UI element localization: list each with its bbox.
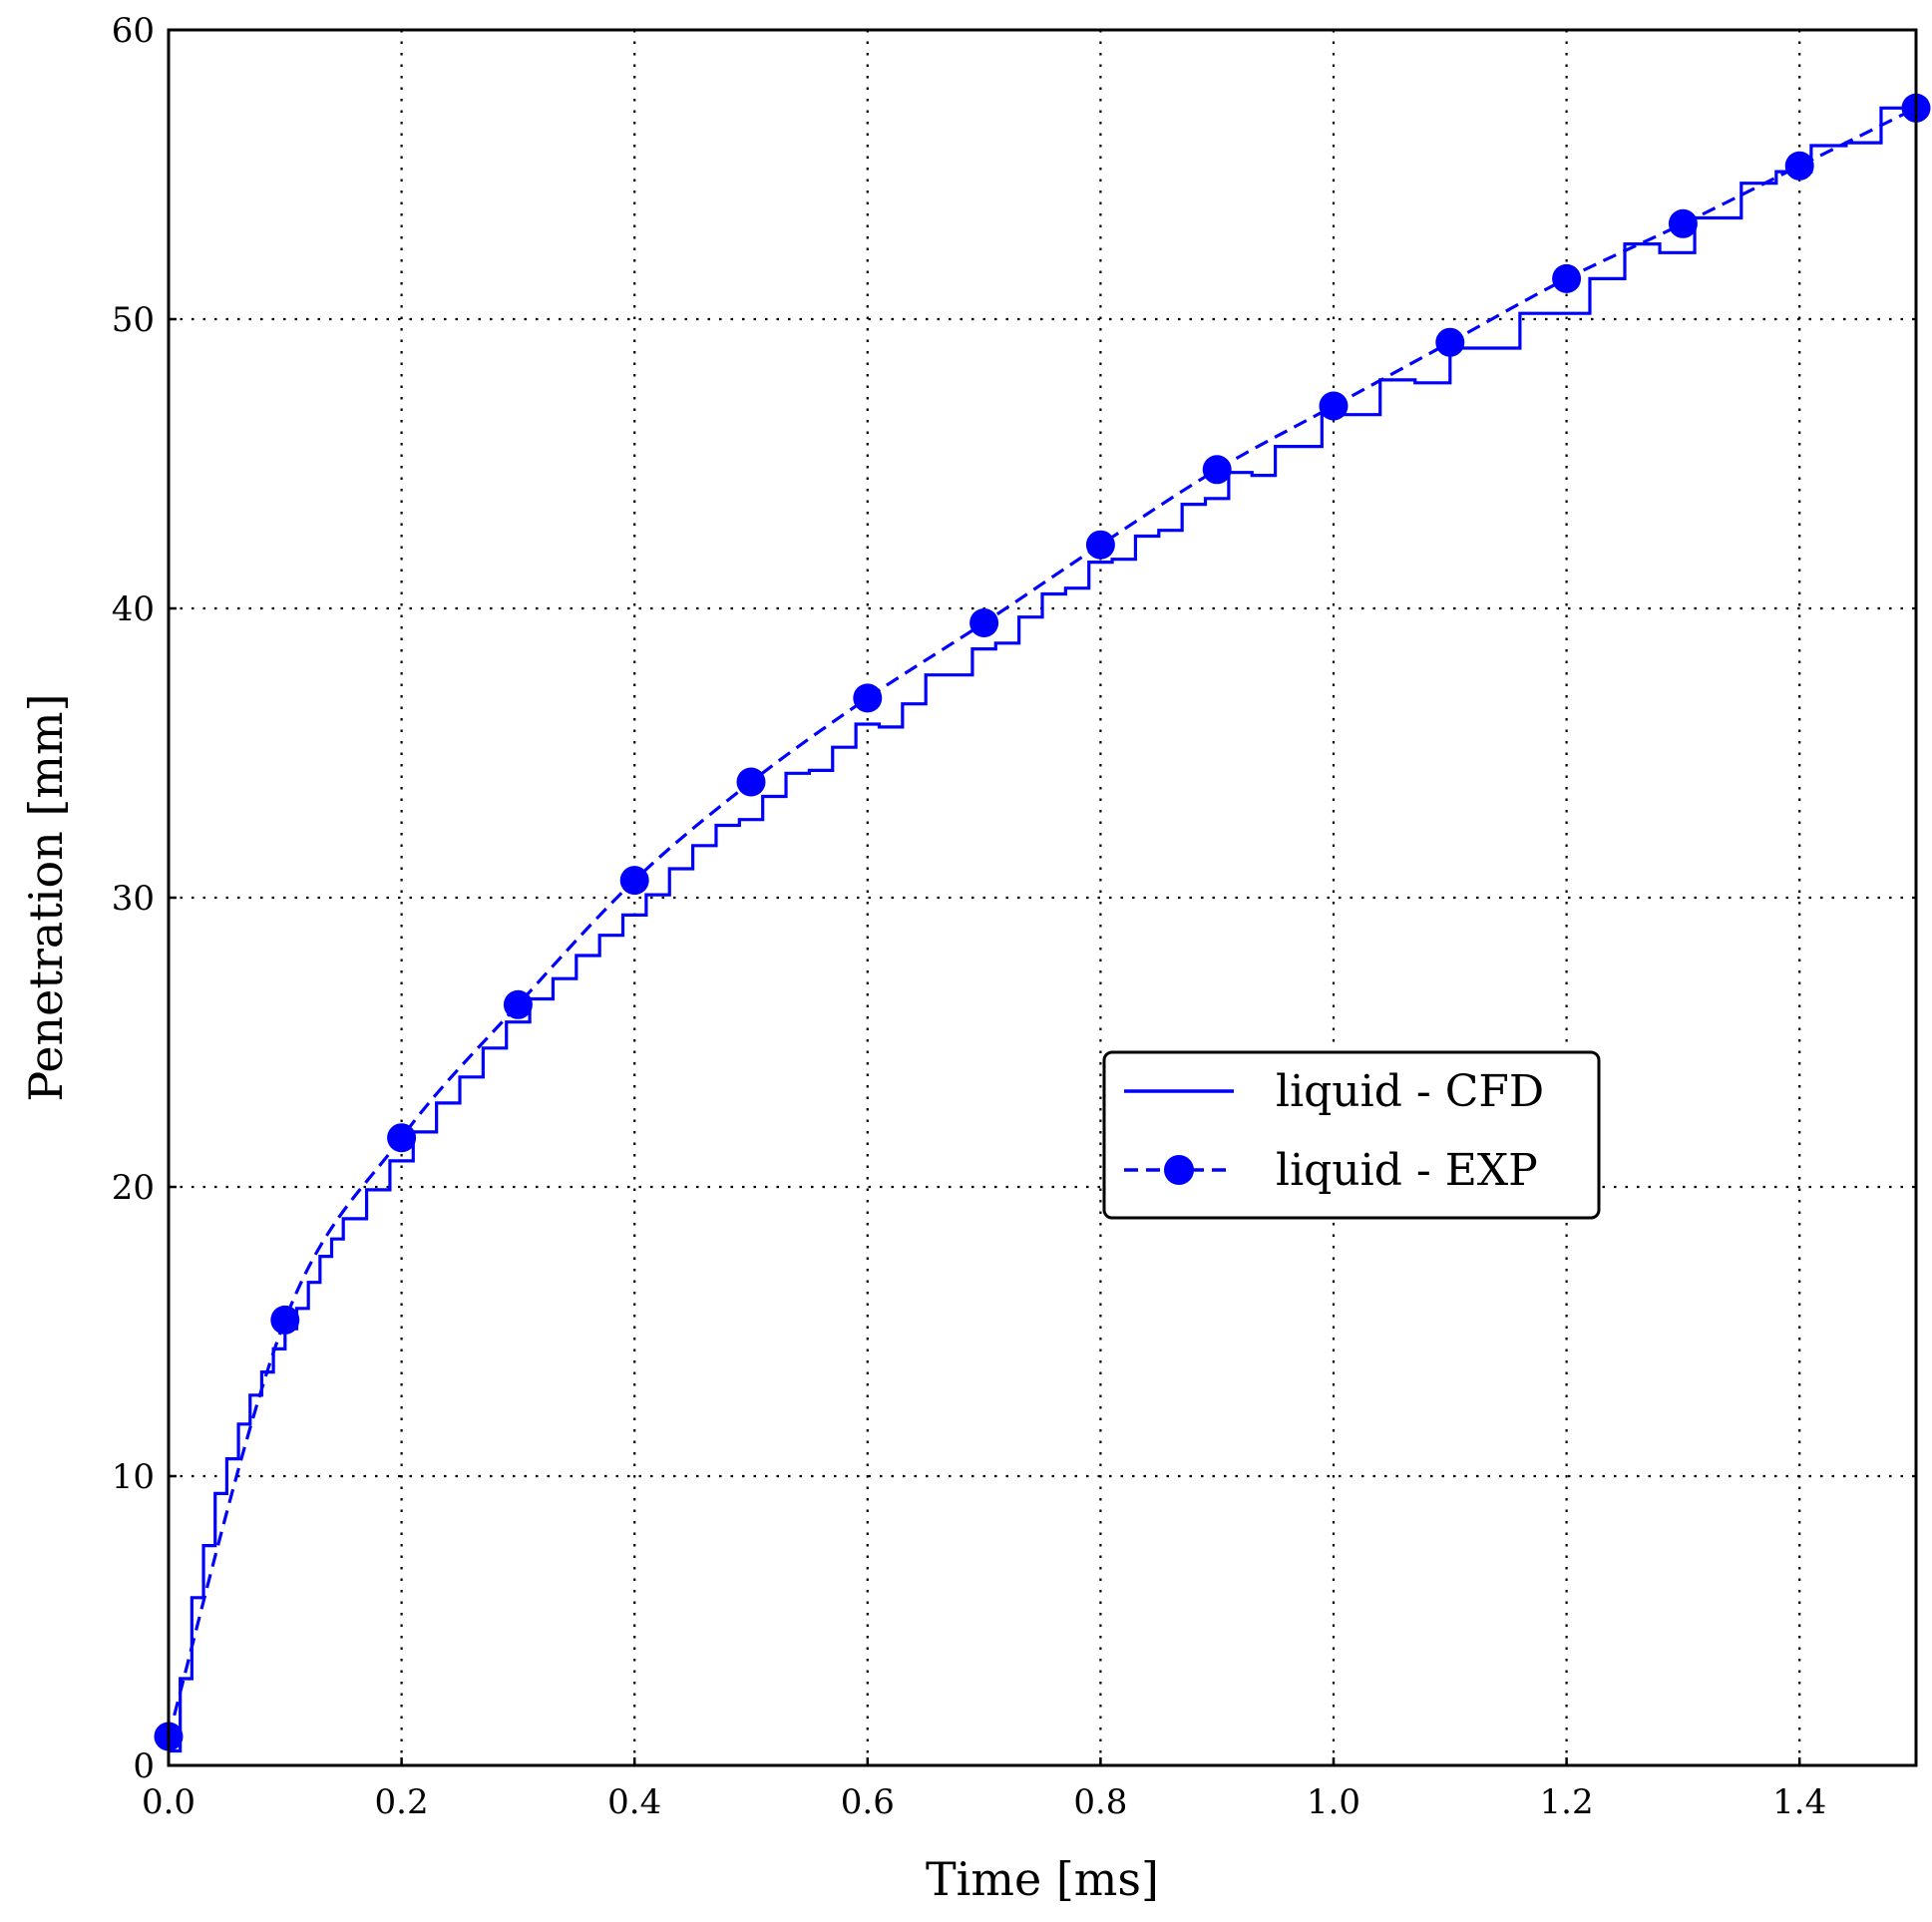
legend-box <box>1102 1050 1601 1220</box>
y-tick-label: 0 <box>133 1746 155 1786</box>
data-point-exp <box>1085 530 1115 560</box>
data-point-exp <box>387 1123 417 1153</box>
data-point-exp <box>1668 208 1698 238</box>
plot-area <box>154 93 1931 1753</box>
data-point-exp <box>1202 455 1232 485</box>
x-tick-label: 1.4 <box>1772 1782 1826 1822</box>
data-point-exp <box>619 866 649 896</box>
legend-label-cfd: liquid - CFD <box>1276 1066 1544 1117</box>
x-tick-label: 0.6 <box>841 1782 895 1822</box>
data-point-exp <box>969 608 999 637</box>
legend-label-exp: liquid - EXP <box>1276 1145 1538 1196</box>
axis-ticks: 0.0 0.2 0.4 0.6 0.8 1.0 1.2 1.4 0 10 20 30 40 50 60 <box>112 11 1827 1822</box>
data-point-exp <box>1435 327 1465 357</box>
data-point-exp <box>503 989 533 1019</box>
legend-marker-exp <box>1164 1155 1194 1185</box>
y-tick-label: 10 <box>112 1457 155 1497</box>
data-point-exp <box>736 767 766 797</box>
data-point-exp <box>1552 263 1582 293</box>
x-axis-title: Time [ms] <box>926 1852 1159 1906</box>
y-tick-label: 30 <box>112 879 155 919</box>
y-tick-label: 40 <box>112 589 155 629</box>
x-tick-label: 0.8 <box>1073 1782 1127 1822</box>
y-axis-title: Penetration [mm] <box>19 693 73 1101</box>
x-tick-label: 0.0 <box>142 1782 195 1822</box>
y-tick-label: 60 <box>112 11 155 51</box>
series-line-cfd <box>169 106 1916 1753</box>
x-tick-label: 1.0 <box>1307 1782 1360 1822</box>
y-tick-label: 50 <box>112 300 155 340</box>
data-point-exp <box>853 683 883 713</box>
data-point-exp <box>270 1305 300 1335</box>
x-tick-label: 0.2 <box>375 1782 429 1822</box>
x-tick-label: 0.4 <box>607 1782 661 1822</box>
data-point-exp <box>1784 151 1814 181</box>
x-tick-label: 1.2 <box>1540 1782 1594 1822</box>
legend: liquid - CFD liquid - EXP <box>1102 1050 1601 1220</box>
data-point-exp <box>1319 391 1349 421</box>
y-tick-label: 20 <box>112 1168 155 1208</box>
